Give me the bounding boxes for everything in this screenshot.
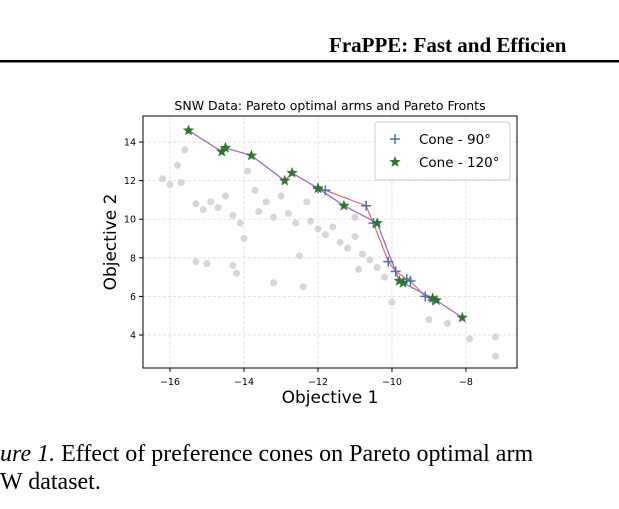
point [361,200,372,211]
plot: −16 −14 −12 −10 −8 4 6 8 10 12 14 Cone - 90° Cone - … [124,115,518,388]
point [456,311,468,323]
x-tick-label: −14 [234,377,254,388]
legend-label: Cone - 120° [419,155,500,171]
point [314,225,322,233]
point [329,223,337,231]
point [279,174,291,186]
legend-marker [389,156,401,167]
point [219,141,232,153]
caption-label: ure 1. [0,441,55,467]
point [255,208,263,216]
point [299,283,307,291]
point [277,192,285,200]
point [244,167,252,175]
caption-line2: W dataset. [0,469,101,495]
point [214,204,222,212]
point [344,244,352,252]
x-tick-label: −10 [382,377,402,388]
y-tick-label: 10 [124,215,136,226]
y-tick-label: 4 [130,331,136,342]
point [284,209,292,217]
point [373,263,381,271]
axes-frame [142,115,518,369]
point [371,217,383,228]
point [351,213,359,221]
point [203,260,211,268]
point [221,192,229,200]
caption-text: Effect of preference cones on Pareto opt… [61,441,533,467]
point [397,276,409,288]
point [229,262,237,270]
point [390,266,401,277]
header-rule [0,60,619,63]
point [270,279,278,287]
point [393,275,406,286]
point [430,294,443,306]
y-axis-label: Objective 2 [101,194,121,291]
point [192,200,200,208]
x-tick-label: −8 [459,377,473,388]
point [338,199,350,211]
point [177,179,185,187]
point [270,213,278,221]
point [159,175,167,183]
point [207,198,215,206]
point [199,206,207,214]
point [425,316,433,324]
point [466,335,474,343]
point [320,185,331,196]
point [295,252,303,260]
front-line [317,187,433,301]
x-tick-label: −12 [308,377,328,388]
point [182,124,195,136]
point [286,166,298,178]
point [405,275,416,286]
chart-title: SNW Data: Pareto optimal arms and Pareto… [174,98,485,113]
point [233,269,241,277]
point [240,235,248,243]
x-axis-label: Objective 1 [282,388,379,408]
y-tick-label: 8 [130,253,136,264]
point [492,333,500,341]
x-tick-label: −16 [160,377,180,388]
point [229,211,237,219]
point [173,161,181,169]
point [351,233,359,241]
point [303,198,311,206]
point [166,180,174,188]
point [251,186,259,194]
point [307,217,315,225]
point [245,149,258,161]
y-tick-label: 12 [124,176,136,187]
point [262,198,270,206]
point [420,291,431,302]
point [381,273,389,281]
point [292,219,300,227]
point [383,256,394,267]
point [358,250,366,258]
point [366,256,374,264]
y-tick-label: 6 [130,292,136,303]
point [181,146,189,154]
legend-box [374,121,511,181]
point [192,258,200,266]
point [236,219,244,227]
point [312,182,324,194]
point [355,265,363,273]
caption-line1: ure 1. Effect of preference cones on Par… [0,441,533,467]
legend-label: Cone - 90° [419,132,491,148]
point [336,238,344,246]
point [426,292,439,304]
point [492,352,500,360]
y-tick-label: 14 [124,138,136,149]
point [321,231,329,239]
point [216,145,228,157]
point [388,298,396,306]
legend-marker [390,134,400,144]
point [443,319,451,327]
header-title: FraPPE: Fast and Efficien [329,33,567,57]
